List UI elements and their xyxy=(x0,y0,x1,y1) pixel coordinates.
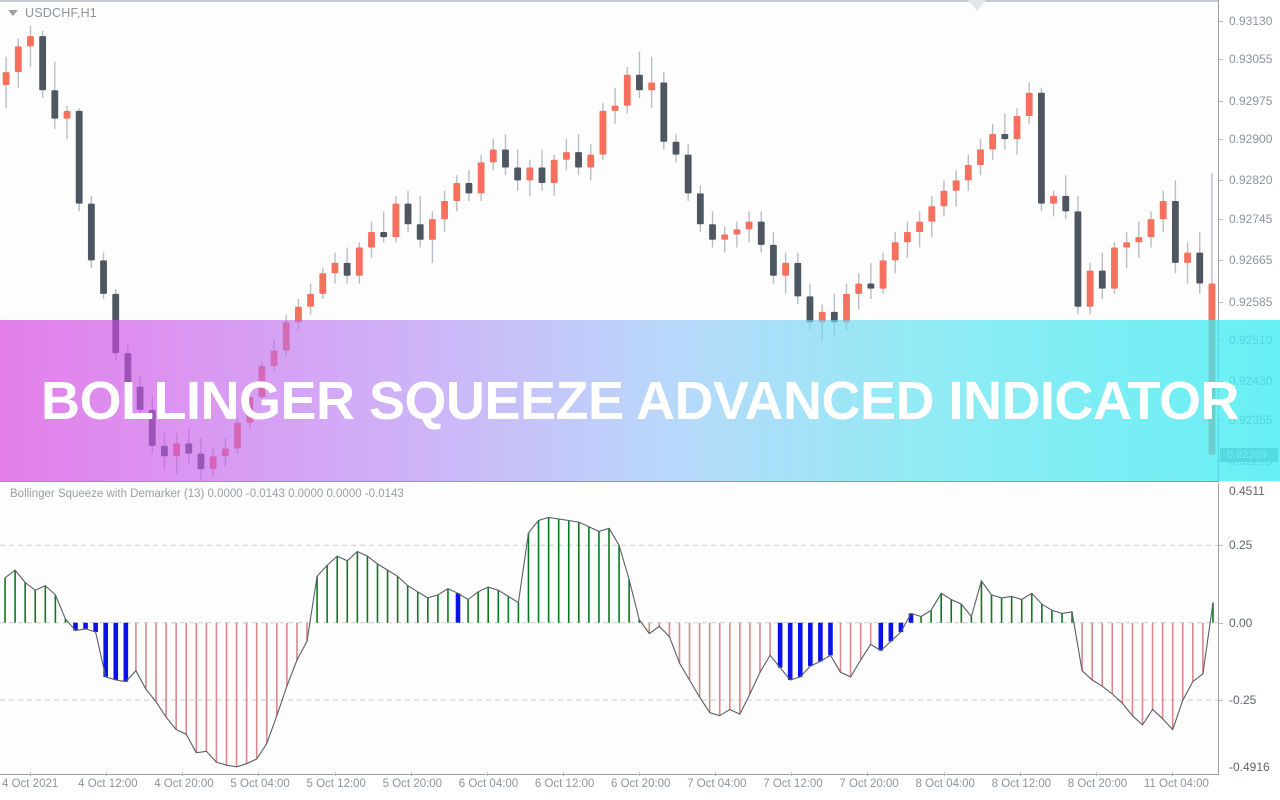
time-axis-tick xyxy=(486,772,488,776)
price-axis-tick xyxy=(1219,301,1223,303)
symbol-label: USDCHF,H1 xyxy=(25,6,97,20)
time-axis[interactable]: 4 Oct 2021 4 Oct 12:00 4 Oct 20:00 5 Oct 04… xyxy=(0,772,1280,800)
price-axis-tick xyxy=(1219,100,1223,102)
time-axis-tick xyxy=(106,772,108,776)
time-axis-tick xyxy=(334,772,336,776)
indicator-axis-tick xyxy=(1219,700,1223,702)
time-axis-label: 11 Oct 04:00 xyxy=(1143,778,1209,790)
indicator-axis-label: 0.25 xyxy=(1229,538,1253,553)
time-axis-label: 5 Oct 12:00 xyxy=(306,778,366,790)
bollinger-squeeze-histogram xyxy=(0,516,1218,768)
time-axis-label: 4 Oct 2021 xyxy=(2,778,59,790)
panel-top-rule xyxy=(0,0,1218,2)
chart-top-marker-icon xyxy=(968,0,986,11)
indicator-axis-label: 0.4511 xyxy=(1229,484,1265,498)
price-axis-tick xyxy=(1219,180,1223,182)
indicator-axis-tick xyxy=(1219,545,1223,547)
time-axis-label: 7 Oct 12:00 xyxy=(763,778,823,790)
indicator-title: Bollinger Squeeze with Demarker (13) 0.0… xyxy=(10,488,404,500)
indicator-axis[interactable]: 0.4511 0.25 0.00 -0.25 -0.4916 xyxy=(1218,483,1280,775)
time-axis-tick xyxy=(30,772,31,776)
time-axis-tick xyxy=(258,772,260,776)
symbol-label-row[interactable]: USDCHF,H1 xyxy=(8,6,97,20)
indicator-axis-label: 0.00 xyxy=(1229,615,1253,630)
indicator-axis-label: -0.25 xyxy=(1229,693,1257,708)
time-axis-label: 4 Oct 20:00 xyxy=(154,778,214,790)
time-axis-tick xyxy=(867,772,869,776)
time-axis-label: 6 Oct 04:00 xyxy=(458,778,519,790)
time-axis-tick xyxy=(943,772,945,776)
indicator-axis-label: -0.4916 xyxy=(1229,760,1270,774)
time-axis-label: 8 Oct 20:00 xyxy=(1067,778,1128,790)
price-axis-tick xyxy=(1219,260,1223,262)
price-axis-label: 0.92900 xyxy=(1229,132,1273,147)
time-axis-label: 5 Oct 20:00 xyxy=(382,778,443,790)
time-axis-tick xyxy=(410,772,412,776)
promo-banner: BOLLINGER SQUEEZE ADVANCED INDICATOR xyxy=(0,320,1280,481)
time-axis-tick xyxy=(1095,772,1097,776)
price-axis-tick xyxy=(1219,219,1223,221)
time-axis-label: 6 Oct 20:00 xyxy=(611,778,671,790)
indicator-axis-tick xyxy=(1219,622,1223,624)
price-axis-label: 0.92585 xyxy=(1229,294,1273,309)
price-axis-label: 0.92975 xyxy=(1229,93,1273,108)
price-axis-label: 0.92820 xyxy=(1229,173,1273,188)
price-axis-label: 0.92665 xyxy=(1229,253,1273,268)
indicator-plot-area[interactable] xyxy=(0,483,1218,775)
time-axis-tick xyxy=(182,772,184,776)
promo-banner-title: BOLLINGER SQUEEZE ADVANCED INDICATOR xyxy=(40,370,1240,431)
indicator-panel[interactable]: Bollinger Squeeze with Demarker (13) 0.0… xyxy=(0,483,1280,775)
time-axis-tick xyxy=(562,772,564,776)
time-axis-tick xyxy=(1019,772,1021,776)
price-axis-label: 0.93130 xyxy=(1229,13,1273,28)
price-plot-area[interactable] xyxy=(0,0,1218,482)
time-axis-label: 6 Oct 12:00 xyxy=(534,778,595,790)
price-axis-tick xyxy=(1219,59,1223,61)
time-axis-tick xyxy=(715,772,717,776)
candlestick-series xyxy=(2,25,1216,480)
time-axis-label: 4 Oct 12:00 xyxy=(78,778,138,790)
time-axis-tick xyxy=(1171,772,1173,776)
price-axis-label: 0.92745 xyxy=(1229,212,1273,227)
time-axis-label: 8 Oct 12:00 xyxy=(991,778,1052,790)
time-axis-label: 8 Oct 04:00 xyxy=(915,778,975,790)
time-axis-label: 5 Oct 04:00 xyxy=(230,778,290,790)
price-axis-label: 0.93055 xyxy=(1229,52,1273,67)
chevron-down-icon[interactable] xyxy=(8,10,18,16)
price-axis-tick xyxy=(1219,139,1223,141)
price-axis-tick xyxy=(1219,20,1223,22)
time-axis-label: 7 Oct 20:00 xyxy=(839,778,899,790)
time-axis-tick xyxy=(639,772,640,776)
time-axis-tick xyxy=(791,772,793,776)
time-axis-label: 7 Oct 04:00 xyxy=(687,778,747,790)
